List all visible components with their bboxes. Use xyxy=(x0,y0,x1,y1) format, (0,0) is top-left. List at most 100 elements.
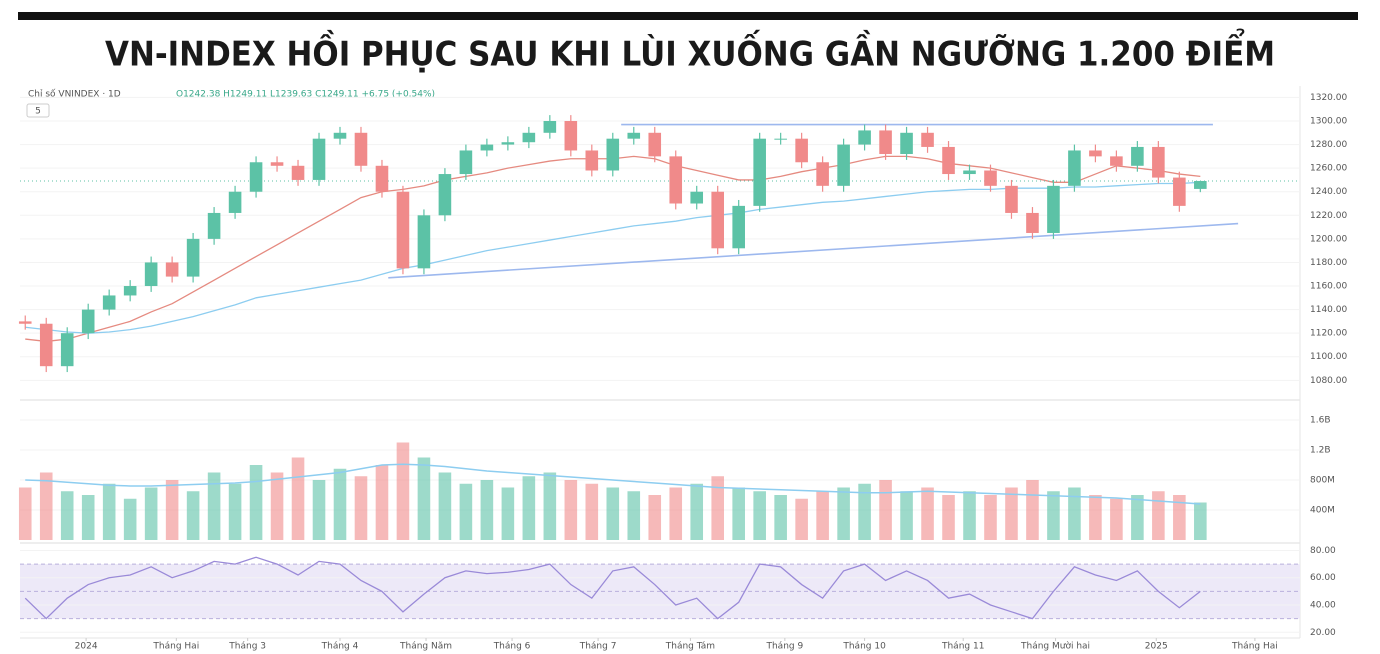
trendline xyxy=(388,222,1239,279)
y-tick-label: 60.00 xyxy=(1310,573,1336,583)
candle-body xyxy=(1110,156,1123,166)
volume-bar xyxy=(984,495,997,540)
candle-body xyxy=(564,121,578,151)
candle-body xyxy=(543,121,557,133)
y-tick-label: 1140.00 xyxy=(1310,305,1347,315)
y-tick-label: 1320.00 xyxy=(1310,93,1347,103)
y-tick-label: 20.00 xyxy=(1310,628,1336,638)
y-tick-label: 1.6B xyxy=(1310,416,1331,426)
x-tick-label: Tháng Mười hai xyxy=(1020,641,1090,652)
volume-bar xyxy=(354,476,368,540)
candle-body xyxy=(900,132,913,155)
candle-body xyxy=(774,138,787,140)
volume-bar xyxy=(1152,491,1165,540)
candle-body xyxy=(18,321,32,324)
volume-bar xyxy=(228,483,242,540)
candle-body xyxy=(396,191,410,269)
candle-body xyxy=(963,170,976,175)
x-tick-label: Tháng 10 xyxy=(842,642,886,652)
volume-bar xyxy=(207,472,221,540)
x-tick-label: Tháng Hai xyxy=(152,642,199,652)
symbol-label: Chỉ số VNINDEX · 1D xyxy=(28,89,121,100)
y-tick-label: 1240.00 xyxy=(1310,187,1347,197)
volume-bar xyxy=(438,472,452,540)
candle-body xyxy=(942,146,955,175)
y-tick-label: 1220.00 xyxy=(1310,211,1347,221)
indicator-badge-label: 5 xyxy=(35,107,41,117)
y-tick-label: 400M xyxy=(1310,506,1335,516)
candle-body xyxy=(312,138,326,180)
candle-body xyxy=(207,212,221,239)
candle-body xyxy=(501,142,515,145)
candle-body xyxy=(270,162,284,166)
volume-bar xyxy=(585,483,599,540)
volume-bar xyxy=(879,480,892,540)
moving-average xyxy=(25,181,1201,334)
candle-body xyxy=(417,215,431,269)
candle-body xyxy=(669,156,683,204)
x-tick-label: Tháng 9 xyxy=(765,642,803,652)
volume-bar xyxy=(60,491,74,540)
y-tick-label: 1280.00 xyxy=(1310,140,1347,150)
candle-body xyxy=(1005,185,1018,213)
x-tick-label: Tháng 4 xyxy=(321,642,359,652)
volume-bar xyxy=(753,491,766,540)
candle-body xyxy=(879,130,892,155)
volume-bar xyxy=(1068,487,1081,540)
volume-bar xyxy=(480,480,494,540)
volume-bar xyxy=(396,442,410,540)
volume-bar xyxy=(144,487,158,540)
volume-bar xyxy=(1047,491,1060,540)
x-tick-label: Tháng 7 xyxy=(579,642,617,652)
candle-body xyxy=(1194,180,1207,189)
candle-body xyxy=(837,144,850,186)
volume-bar xyxy=(1026,480,1039,540)
volume-bar xyxy=(459,483,473,540)
candle-body xyxy=(102,295,116,310)
top-bar xyxy=(18,12,1358,20)
rsi-line xyxy=(24,556,1201,620)
y-tick-label: 80.00 xyxy=(1310,546,1336,556)
x-tick-label: Tháng 6 xyxy=(493,642,531,652)
x-tick-label: Tháng Tám xyxy=(665,642,715,652)
volume-bar xyxy=(312,480,326,540)
x-tick-label: Tháng 3 xyxy=(228,642,266,652)
volume-bar xyxy=(942,495,955,540)
volume-bar xyxy=(417,457,431,540)
candle-body xyxy=(1173,177,1186,206)
y-tick-label: 1080.00 xyxy=(1310,376,1347,386)
candle-body xyxy=(984,170,997,186)
volume-bar xyxy=(837,487,850,540)
volume-bar xyxy=(816,491,829,540)
candle-body xyxy=(816,162,829,186)
candle-body xyxy=(1026,212,1039,233)
y-tick-label: 1260.00 xyxy=(1310,164,1347,174)
y-tick-label: 1200.00 xyxy=(1310,234,1347,244)
x-tick-label: 2025 xyxy=(1145,642,1168,652)
volume-bar xyxy=(249,465,263,540)
y-tick-label: 1160.00 xyxy=(1310,282,1347,292)
volume-bar xyxy=(1194,502,1207,540)
candle-body xyxy=(1068,150,1081,186)
volume-bar xyxy=(18,487,32,540)
candle-body xyxy=(249,162,263,192)
volume-bar xyxy=(900,491,913,540)
candle-body xyxy=(459,150,473,175)
ohlc-legend: O1242.38 H1249.11 L1239.63 C1249.11 +6.7… xyxy=(176,90,435,100)
y-tick-label: 1120.00 xyxy=(1310,329,1347,339)
y-tick-label: 1180.00 xyxy=(1310,258,1347,268)
volume-ma xyxy=(25,463,1201,505)
volume-bar xyxy=(1089,495,1102,540)
volume-bar xyxy=(375,465,389,540)
candle-body xyxy=(690,191,704,204)
candle-body xyxy=(1089,150,1102,157)
candle-body xyxy=(795,138,808,163)
y-tick-label: 40.00 xyxy=(1310,601,1336,611)
chart-title: VN-INDEX HỒI PHỤC SAU KHI LÙI XUỐNG GẦN … xyxy=(105,29,1275,75)
candle-body xyxy=(333,132,347,139)
candle-body xyxy=(165,262,179,277)
candle-body xyxy=(1047,185,1060,233)
candle-body xyxy=(1131,146,1144,166)
volume-bar xyxy=(186,491,200,540)
